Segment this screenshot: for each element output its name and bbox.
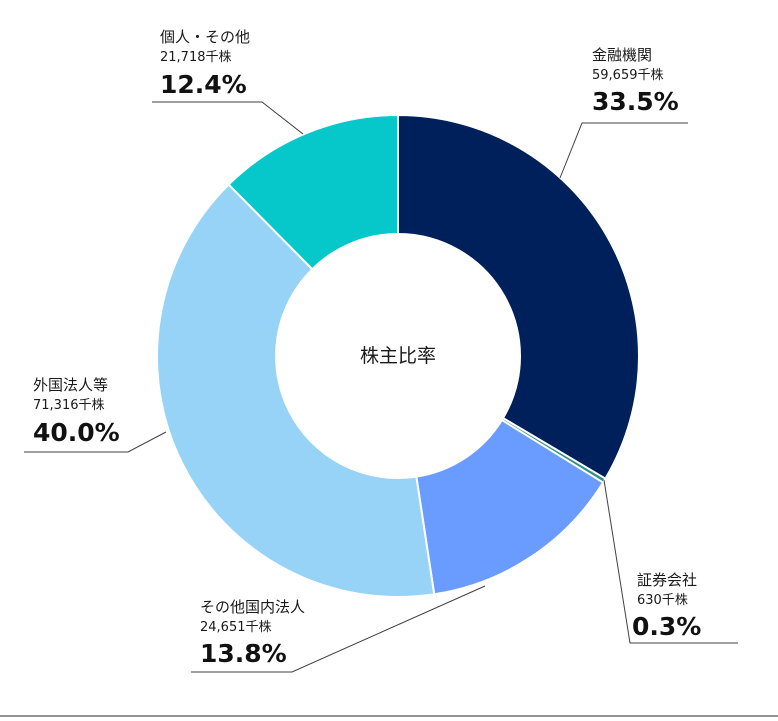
leader-line <box>152 101 304 135</box>
label-securities-companies: 証券会社 630千株 0.3% <box>603 479 738 644</box>
slice-name: 証券会社 <box>637 571 697 589</box>
slice-amount: 24,651千株 <box>200 620 272 635</box>
slice-name: 個人・その他 <box>160 28 250 46</box>
slice-name: 金融機関 <box>592 46 652 64</box>
slice-amount: 59,659千株 <box>592 68 664 83</box>
slice-amount: 630千株 <box>637 593 688 608</box>
label-financial-institutions: 金融機関 59,659千株 33.5% <box>559 46 688 179</box>
slice-name: 外国法人等 <box>33 376 108 394</box>
donut-slice-4 <box>227 113 399 271</box>
label-foreign-corporations: 外国法人等 71,316千株 40.0% <box>24 376 167 453</box>
slice-percent: 40.0% <box>33 418 120 447</box>
slice-name: その他国内法人 <box>200 598 305 616</box>
slice-percent: 13.8% <box>200 639 287 668</box>
donut-slice-0 <box>397 113 640 481</box>
slice-percent: 33.5% <box>592 87 679 116</box>
slice-amount: 71,316千株 <box>33 398 105 413</box>
leader-line <box>191 585 486 673</box>
center-label: 株主比率 <box>360 345 436 367</box>
leader-line <box>603 479 738 644</box>
slice-percent: 0.3% <box>632 612 701 641</box>
slice-percent: 12.4% <box>160 70 247 99</box>
donut-slice-3 <box>156 183 436 598</box>
slice-group <box>156 113 640 598</box>
leader-line <box>24 431 167 453</box>
donut-slice-2 <box>415 418 605 596</box>
label-other-domestic-corporations: その他国内法人 24,651千株 13.8% <box>191 585 486 673</box>
slice-amount: 21,718千株 <box>160 50 232 65</box>
leader-line <box>559 122 688 179</box>
label-individuals-other: 個人・その他 21,718千株 12.4% <box>152 28 304 135</box>
